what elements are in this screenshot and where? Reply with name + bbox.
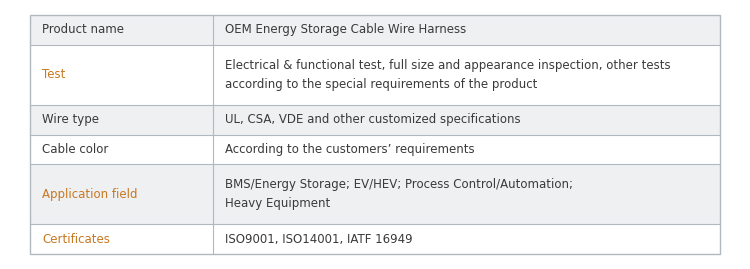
- Bar: [30, 45, 720, 105]
- Text: Application field: Application field: [42, 188, 137, 201]
- Bar: [30, 105, 720, 134]
- Bar: [30, 134, 720, 164]
- Bar: [30, 15, 720, 45]
- Bar: [30, 164, 720, 224]
- Text: Electrical & functional test, full size and appearance inspection, other tests
a: Electrical & functional test, full size …: [225, 59, 670, 91]
- Bar: [30, 15, 720, 254]
- Text: UL, CSA, VDE and other customized specifications: UL, CSA, VDE and other customized specif…: [225, 113, 520, 126]
- Text: Test: Test: [42, 68, 65, 81]
- Text: Wire type: Wire type: [42, 113, 99, 126]
- Text: Product name: Product name: [42, 23, 124, 36]
- Text: ISO9001, ISO14001, IATF 16949: ISO9001, ISO14001, IATF 16949: [225, 233, 412, 246]
- Text: According to the customers’ requirements: According to the customers’ requirements: [225, 143, 475, 156]
- Text: OEM Energy Storage Cable Wire Harness: OEM Energy Storage Cable Wire Harness: [225, 23, 466, 36]
- Text: Cable color: Cable color: [42, 143, 108, 156]
- Text: Certificates: Certificates: [42, 233, 110, 246]
- Text: BMS/Energy Storage; EV/HEV; Process Control/Automation;
Heavy Equipment: BMS/Energy Storage; EV/HEV; Process Cont…: [225, 178, 573, 210]
- Bar: [30, 15, 720, 254]
- Bar: [30, 224, 720, 254]
